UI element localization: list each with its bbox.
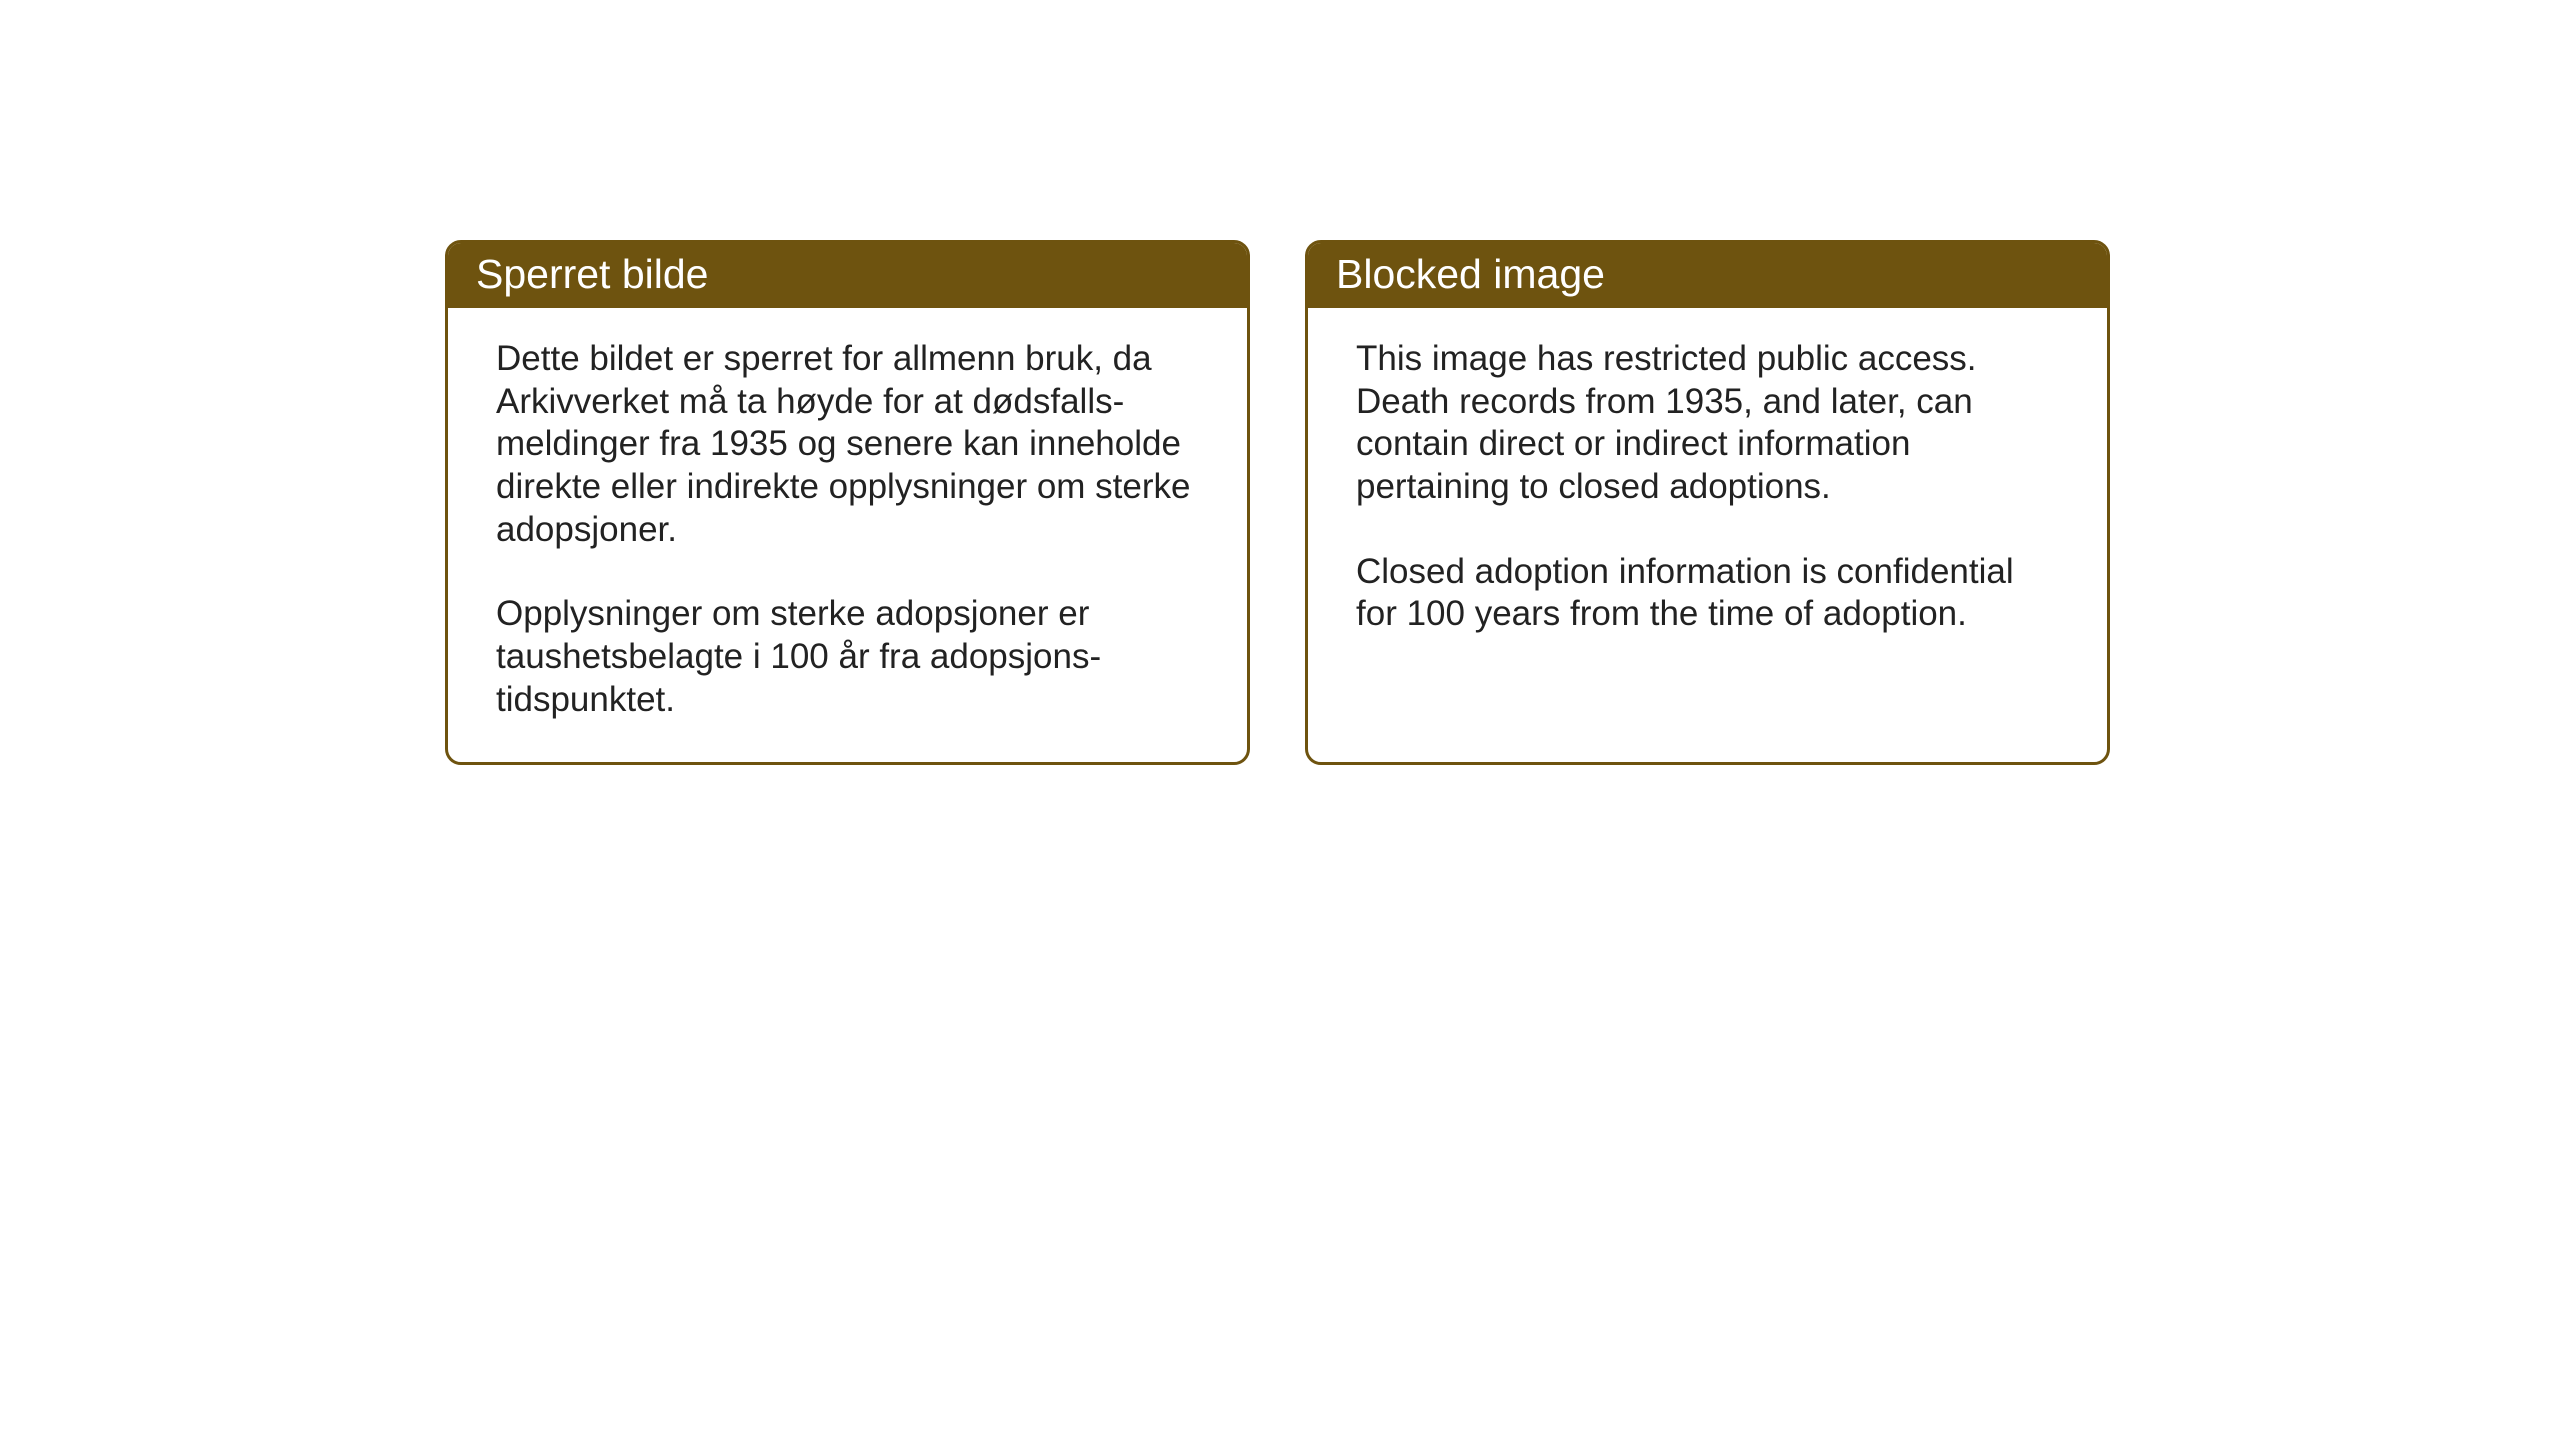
english-notice-body: This image has restricted public access.…	[1308, 308, 2107, 748]
english-paragraph-2: Closed adoption information is confident…	[1356, 551, 2059, 636]
english-notice-title: Blocked image	[1308, 243, 2107, 308]
notice-container: Sperret bilde Dette bildet er sperret fo…	[445, 240, 2110, 765]
norwegian-paragraph-2: Opplysninger om sterke adopsjoner er tau…	[496, 593, 1199, 721]
norwegian-notice-title: Sperret bilde	[448, 243, 1247, 308]
english-paragraph-1: This image has restricted public access.…	[1356, 338, 2059, 509]
norwegian-paragraph-1: Dette bildet er sperret for allmenn bruk…	[496, 338, 1199, 551]
norwegian-notice-body: Dette bildet er sperret for allmenn bruk…	[448, 308, 1247, 762]
english-notice-card: Blocked image This image has restricted …	[1305, 240, 2110, 765]
norwegian-notice-card: Sperret bilde Dette bildet er sperret fo…	[445, 240, 1250, 765]
